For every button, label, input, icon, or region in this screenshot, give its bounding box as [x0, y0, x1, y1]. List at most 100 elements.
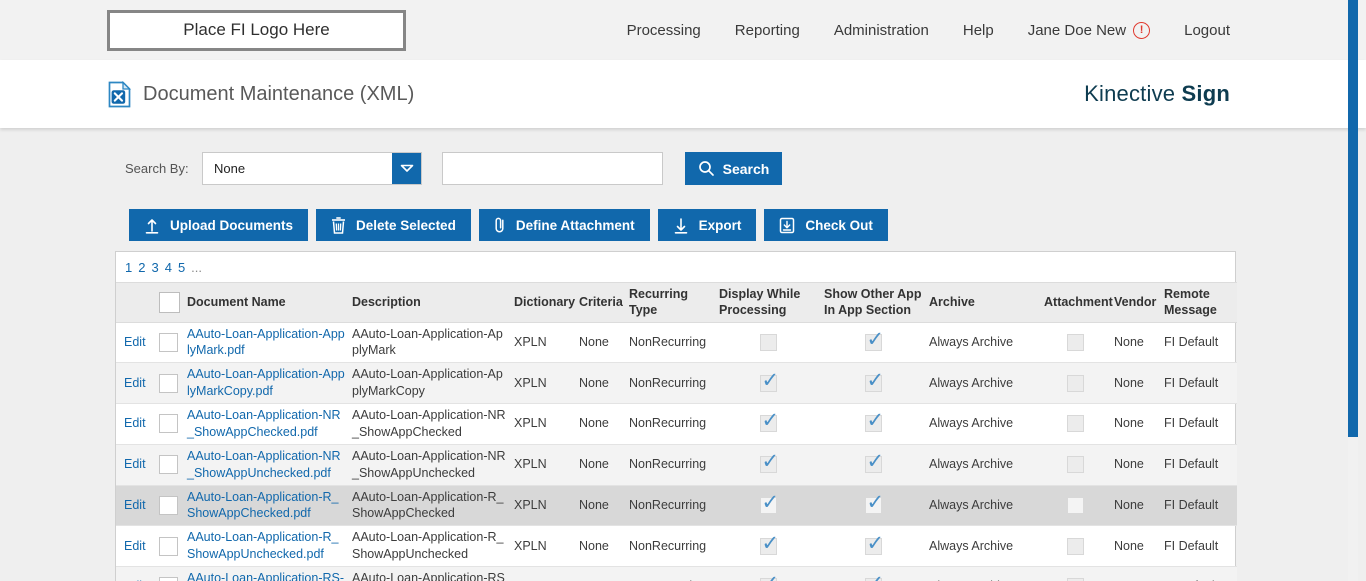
page-2-link[interactable]: 2	[138, 260, 146, 275]
header-dictionary: Dictionary	[511, 282, 576, 323]
document-name-link[interactable]: AAuto-Loan-Application-RS-AFD731-test.pd…	[187, 571, 345, 581]
upload-documents-button[interactable]: Upload Documents	[129, 209, 309, 241]
document-name-link[interactable]: AAuto-Loan-Application-ApplyMark.pdf	[187, 326, 345, 358]
show-other-app-checkbox	[864, 407, 884, 436]
export-label: Export	[698, 217, 742, 233]
display-while-processing-checkbox	[759, 489, 779, 517]
archive-value: Always Archive	[926, 322, 1041, 364]
table-row: Edit AAuto-Loan-Application-NR_ShowAppCh…	[116, 403, 1237, 445]
delete-selected-button[interactable]: Delete Selected	[316, 209, 471, 241]
header-edit-column	[116, 282, 156, 323]
row-checkbox[interactable]	[159, 495, 178, 515]
recurring-type-value: NonRecurring	[626, 525, 716, 567]
alert-circle-icon[interactable]: !	[1133, 21, 1151, 39]
table-row: Edit AAuto-Loan-Application-R_ShowAppChe…	[116, 485, 1237, 527]
header-criteria: Criteria	[576, 282, 626, 323]
header-select-all-cell	[156, 282, 184, 323]
criteria-value: None	[576, 444, 626, 486]
edit-link[interactable]: Edit	[124, 416, 146, 431]
show-other-app-checkbox	[864, 448, 884, 477]
page-title: Document Maintenance (XML)	[143, 82, 415, 105]
dictionary-value: XPLN	[511, 485, 576, 527]
dictionary-value: XPLN	[511, 322, 576, 364]
documents-table: Document Name Description Dictionary Cri…	[116, 282, 1237, 581]
vertical-scrollbar-track[interactable]	[1348, 0, 1358, 581]
page-1-link[interactable]: 1	[125, 260, 133, 275]
row-checkbox[interactable]	[159, 577, 178, 581]
display-while-processing-checkbox	[759, 570, 779, 581]
pagination: 1 2 3 4 5...	[116, 252, 1235, 282]
edit-link[interactable]: Edit	[124, 334, 146, 349]
attachment-checkbox	[1067, 496, 1084, 514]
search-by-dropdown[interactable]: None	[202, 152, 422, 185]
nav-reporting[interactable]: Reporting	[734, 21, 800, 39]
description-text: AAuto-Loan-Application-ApplyMarkCopy	[352, 367, 503, 399]
vertical-scrollbar-thumb[interactable]	[1348, 0, 1358, 437]
criteria-value: None	[576, 322, 626, 364]
show-other-app-checkbox	[864, 530, 884, 558]
document-name-link[interactable]: AAuto-Loan-Application-ApplyMarkCopy.pdf	[187, 367, 345, 399]
header-archive: Archive	[926, 282, 1041, 323]
dictionary-value: XPLN	[511, 403, 576, 445]
row-checkbox[interactable]	[159, 373, 178, 393]
dictionary-value: XPLN	[511, 444, 576, 486]
nav-administration[interactable]: Administration	[833, 21, 929, 39]
search-button[interactable]: Search	[685, 152, 782, 185]
page-4-link[interactable]: 4	[164, 260, 172, 275]
nav-processing[interactable]: Processing	[626, 21, 701, 39]
table-row: Edit AAuto-Loan-Application-ApplyMarkCop…	[116, 362, 1237, 404]
row-checkbox[interactable]	[159, 414, 178, 434]
search-row: Search By: None Search	[125, 152, 1366, 185]
description-text: AAuto-Loan-Application-NR_ShowAppUncheck…	[352, 448, 506, 480]
criteria-value: None	[576, 485, 626, 527]
attachment-checkbox	[1067, 374, 1084, 392]
archive-value: Always Archive	[926, 362, 1041, 404]
nav-help[interactable]: Help	[962, 21, 994, 39]
document-name-link[interactable]: AAuto-Loan-Application-R_ShowAppChecked.…	[187, 489, 339, 521]
remote-message-value: FI Default	[1161, 444, 1237, 486]
table-header-row: Document Name Description Dictionary Cri…	[116, 282, 1237, 323]
edit-link[interactable]: Edit	[124, 375, 146, 390]
attachment-checkbox	[1067, 537, 1084, 555]
document-name-link[interactable]: AAuto-Loan-Application-R_ShowAppUnchecke…	[187, 530, 339, 562]
remote-message-value: FI Default	[1161, 566, 1237, 581]
nav-user[interactable]: Jane Doe New !	[1028, 21, 1151, 39]
description-text: AAuto-Loan-Application-NR_ShowAppChecked	[352, 408, 506, 439]
document-name-link[interactable]: AAuto-Loan-Application-NR_ShowAppUncheck…	[187, 448, 341, 480]
search-input[interactable]	[442, 152, 663, 185]
vendor-value: None	[1111, 362, 1161, 404]
export-button[interactable]: Export	[657, 209, 757, 241]
show-other-app-checkbox	[864, 326, 884, 354]
page-5-link[interactable]: 5	[177, 260, 186, 275]
nav-logout[interactable]: Logout	[1184, 21, 1230, 39]
define-attachment-button[interactable]: Define Attachment	[478, 209, 650, 241]
vendor-value: None	[1111, 322, 1161, 364]
document-name-link[interactable]: AAuto-Loan-Application-NR_ShowAppChecked…	[187, 408, 341, 439]
criteria-value: None	[576, 362, 626, 404]
header-document-name: Document Name	[184, 282, 349, 323]
row-checkbox[interactable]	[159, 536, 178, 556]
edit-link[interactable]: Edit	[124, 538, 146, 553]
upload-icon	[144, 217, 160, 234]
row-checkbox[interactable]	[159, 332, 178, 352]
select-all-checkbox[interactable]	[159, 291, 180, 313]
page-3-link[interactable]: 3	[151, 260, 159, 275]
remote-message-value: FI Default	[1161, 362, 1237, 404]
description-text: AAuto-Loan-Application-ApplyMark	[352, 326, 503, 358]
recurring-type-value: NonRecurring	[626, 322, 716, 364]
row-checkbox[interactable]	[159, 455, 178, 475]
chevron-down-icon[interactable]	[392, 153, 421, 184]
table-row: Edit AAuto-Loan-Application-RS-AFD731-te…	[116, 566, 1237, 581]
dictionary-value: XPLN	[511, 362, 576, 404]
page-ellipsis: ...	[191, 260, 203, 275]
recurring-type-value: NonRecurring	[626, 403, 716, 445]
table-row: Edit AAuto-Loan-Application-ApplyMark.pd…	[116, 322, 1237, 364]
edit-link[interactable]: Edit	[124, 497, 146, 512]
check-out-button[interactable]: Check Out	[764, 209, 888, 241]
edit-link[interactable]: Edit	[124, 457, 146, 472]
toolbar: Upload Documents Delete Selected	[129, 209, 1366, 241]
define-attachment-label: Define Attachment	[515, 217, 635, 233]
edit-link[interactable]: Edit	[124, 579, 146, 581]
search-by-selected-value: None	[214, 161, 246, 176]
header-attachment: Attachment	[1041, 282, 1113, 323]
